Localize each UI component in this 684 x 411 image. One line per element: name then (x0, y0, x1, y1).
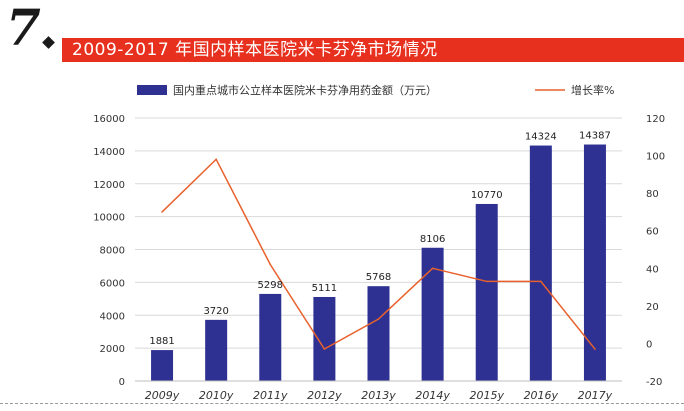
y-right-tick-label: 100 (646, 152, 665, 163)
x-tick-label: 2009y (145, 389, 180, 402)
growth-rate-point (485, 280, 488, 283)
bar (367, 286, 390, 381)
title-bar: 2009-2017 年国内样本医院米卡芬净市场情况 (62, 38, 684, 62)
bar (529, 145, 552, 381)
y-right-tick-label: 0 (646, 339, 652, 350)
bar (475, 203, 498, 381)
growth-rate-point (594, 348, 596, 350)
bar-data-label: 5298 (258, 280, 283, 291)
x-tick-label: 2011y (253, 389, 288, 402)
x-tick-label: 2015y (469, 389, 504, 402)
bar-data-label: 8106 (420, 234, 445, 245)
y-left-tick-label: 14000 (93, 147, 125, 158)
y-left-tick-label: 2000 (100, 344, 125, 355)
x-tick-label: 2013y (361, 389, 396, 402)
y-right-tick-label: 120 (646, 114, 665, 125)
x-tick-label: 2014y (415, 389, 450, 402)
y-left-tick-label: 4000 (100, 311, 125, 322)
bar-data-label: 10770 (471, 190, 503, 201)
bar (205, 319, 228, 381)
y-left-tick-label: 16000 (93, 114, 125, 125)
y-right-tick-label: 20 (646, 302, 659, 313)
y-left-tick-label: 6000 (100, 278, 125, 289)
y-left-tick-label: 0 (119, 377, 125, 388)
section-number: 7 (6, 0, 41, 57)
bar (151, 350, 174, 381)
growth-rate-point (431, 267, 434, 270)
legend: 国内重点城市公立样本医院米卡芬净用药金额（万元） 增长率% (137, 83, 614, 97)
y-left-tick-label: 10000 (93, 213, 125, 224)
growth-rate-point (377, 318, 380, 320)
bottom-divider (0, 403, 684, 404)
bar (313, 296, 336, 381)
x-tick-label: 2010y (199, 389, 234, 402)
bar (259, 293, 282, 381)
y-right-tick-label: 60 (646, 227, 659, 238)
data-labels: 1881 3720 5298 5111 5768 8106 10770 14324 14387 (149, 131, 611, 348)
axes: 0 2000 4000 6000 8000 10000 12000 14000 16000 -20… (93, 114, 665, 402)
bar (583, 144, 606, 381)
growth-rate-point (323, 348, 326, 350)
growth-rate-point (215, 158, 217, 161)
x-tick-label: 2016y (524, 389, 559, 402)
legend-line-label: 增长率% (571, 83, 614, 97)
header: 7 2009-2017 年国内样本医院米卡芬净市场情况 (0, 0, 684, 62)
y-right-tick-label: -20 (646, 377, 662, 388)
bar (421, 247, 444, 381)
growth-line (161, 158, 596, 351)
bar-data-label: 3720 (203, 306, 228, 317)
legend-bar-label: 国内重点城市公立样本医院米卡芬净用药金额（万元） (173, 83, 437, 97)
growth-rate-point (269, 263, 272, 266)
y-left-tick-label: 12000 (93, 180, 125, 191)
legend-bar-swatch (137, 85, 167, 95)
growth-rate-point (161, 211, 163, 213)
x-tick-label: 2012y (307, 389, 342, 402)
bar-data-label: 14324 (525, 132, 557, 143)
y-right-tick-label: 40 (646, 264, 659, 275)
y-right-tick-label: 80 (646, 189, 659, 200)
bar-data-label: 1881 (149, 336, 174, 347)
chart-title: 2009-2017 年国内样本医院米卡芬净市场情况 (72, 40, 438, 60)
growth-rate-point (540, 280, 542, 283)
bar-data-label: 14387 (579, 131, 611, 142)
x-tick-label: 2017y (578, 389, 613, 402)
bar-data-label: 5111 (312, 283, 337, 294)
bar-data-label: 5768 (366, 272, 391, 283)
bars (151, 144, 606, 381)
y-left-tick-label: 8000 (100, 246, 125, 257)
